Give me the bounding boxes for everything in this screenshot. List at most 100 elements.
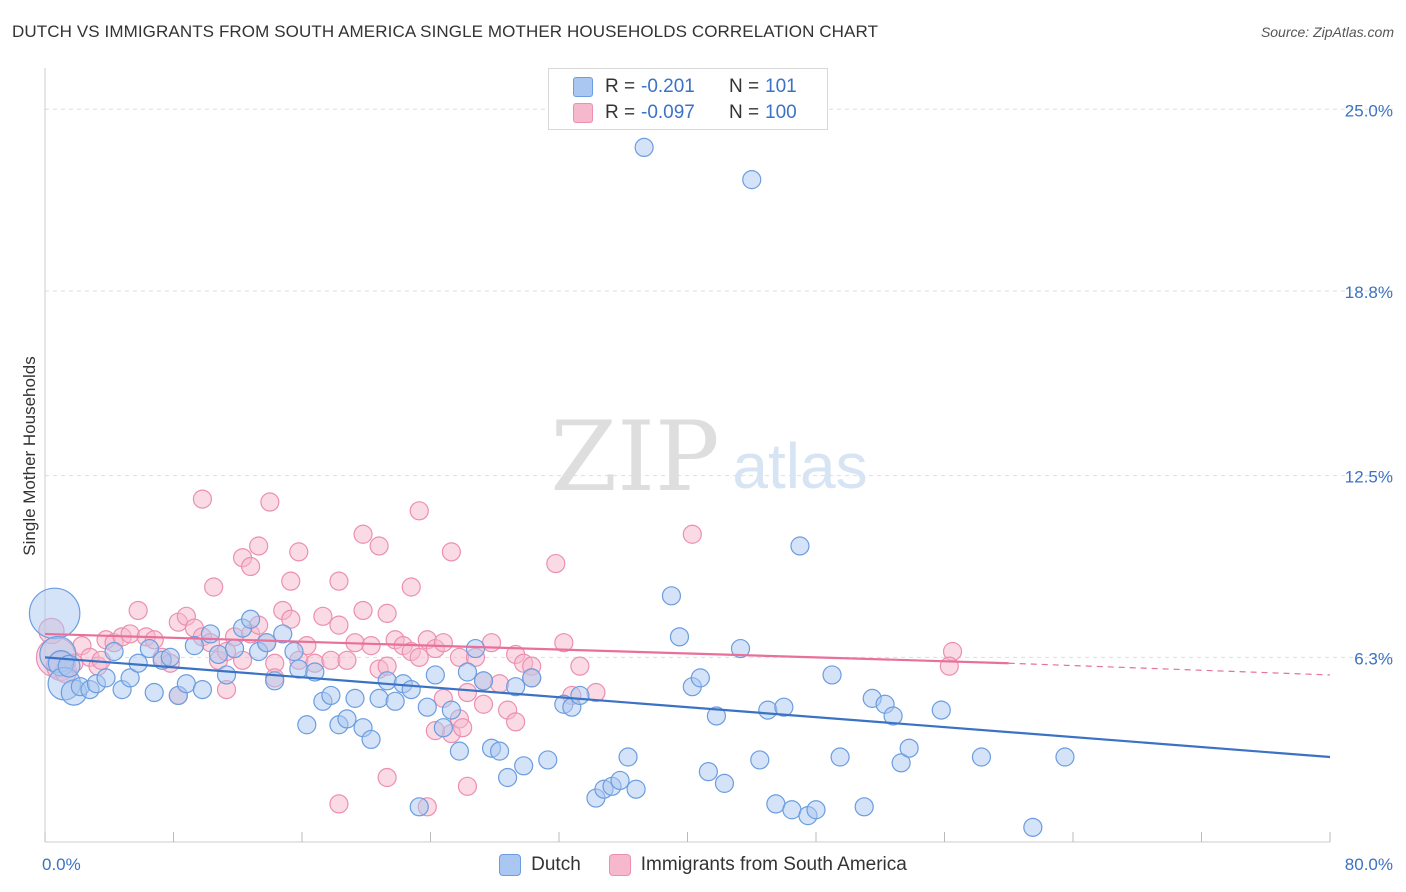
immigrants-point <box>329 615 349 635</box>
dutch-point <box>790 536 810 556</box>
immigrants-point <box>353 600 373 621</box>
dutch-point <box>96 668 116 688</box>
dutch-point <box>289 659 309 679</box>
immigrants-trend-extension <box>1008 662 1331 676</box>
x-tick-label-max: 80.0% <box>1345 855 1393 874</box>
source-label: Source: ZipAtlas.com <box>1260 24 1394 40</box>
dutch-point <box>192 679 213 700</box>
watermark-atlas: atlas <box>732 430 867 502</box>
immigrants-point <box>433 633 453 653</box>
y-tick-label: 12.5% <box>1345 468 1393 487</box>
tick-labels: 6.3% 12.5% 18.8% 25.0% 0.0% 80.0% <box>42 101 1393 874</box>
dutch-point <box>706 706 727 726</box>
dutch-point <box>782 800 802 820</box>
dutch-point <box>409 797 429 817</box>
dutch-point <box>224 638 245 659</box>
dutch-point <box>661 586 682 606</box>
immigrants-point <box>329 794 349 814</box>
immigrants-swatch <box>608 854 631 876</box>
dutch-point <box>216 665 237 685</box>
dutch-point <box>489 741 510 761</box>
legend-row-dutch: R = -0.201 N = 101 <box>573 75 797 99</box>
dutch-point <box>698 762 718 782</box>
legend-item-dutch[interactable]: Dutch <box>499 854 581 876</box>
legend-item-immigrants[interactable]: Immigrants from South America <box>608 854 907 876</box>
dutch-point <box>305 662 325 682</box>
immigrants-point <box>329 571 349 591</box>
dutch-points <box>28 137 1075 837</box>
dutch-point <box>361 729 381 750</box>
dutch-point <box>522 668 542 688</box>
dutch-point <box>766 794 786 814</box>
immigrants-point <box>289 542 309 562</box>
dutch-point <box>321 685 341 706</box>
immigrants-point <box>361 636 381 656</box>
dutch-point <box>104 641 124 662</box>
dutch-swatch <box>573 77 593 97</box>
watermark-zip: ZIP <box>550 401 719 513</box>
dutch-point <box>425 665 445 685</box>
dutch-point <box>830 747 850 767</box>
immigrants-point <box>554 633 574 653</box>
dutch-point <box>610 770 630 791</box>
dutch-point <box>931 700 951 720</box>
dutch-point <box>854 797 874 817</box>
dutch-point <box>634 137 654 158</box>
dutch-point <box>297 715 317 735</box>
dutch-point <box>369 688 389 708</box>
dutch-point <box>758 700 778 720</box>
dutch-point <box>883 706 903 726</box>
dutch-point <box>506 677 526 697</box>
dutch-point <box>457 662 478 682</box>
immigrants-point <box>204 577 224 597</box>
immigrants-point <box>457 776 478 796</box>
dutch-point <box>570 685 590 706</box>
immigrants-point <box>441 542 461 562</box>
dutch-point <box>669 627 690 647</box>
immigrants-point <box>481 633 502 653</box>
x-tick-label-min: 0.0% <box>42 855 81 874</box>
immigrants-point <box>260 492 280 512</box>
immigrants-point <box>409 647 429 667</box>
dutch-point <box>441 700 461 720</box>
dutch-point <box>899 738 919 758</box>
immigrants-point <box>249 536 269 556</box>
immigrants-point <box>377 603 397 624</box>
dutch-point <box>257 633 277 653</box>
immigrants-point <box>506 712 526 732</box>
dutch-point <box>618 747 638 767</box>
dutch-point <box>144 682 164 703</box>
immigrants-point <box>321 650 341 670</box>
dutch-point <box>806 800 826 820</box>
dutch-point <box>120 668 140 688</box>
dutch-point <box>714 773 735 793</box>
immigrants-point <box>546 553 566 574</box>
series-legend: Dutch Immigrants from South America <box>0 852 1406 878</box>
immigrants-point <box>409 501 429 521</box>
dutch-point <box>345 688 365 708</box>
dutch-point <box>1023 817 1043 837</box>
immigrants-point <box>401 577 421 597</box>
dutch-point <box>273 624 293 644</box>
n-label: N = <box>729 76 760 97</box>
dutch-point <box>449 741 470 761</box>
immigrants-point <box>369 536 389 556</box>
r-value: -0.201 <box>641 76 695 97</box>
r-label: R = <box>605 76 636 97</box>
legend-label-dutch: Dutch <box>531 854 581 875</box>
immigrants-point <box>353 524 373 544</box>
dutch-point <box>176 674 196 694</box>
immigrants-point <box>192 489 213 509</box>
dutch-point <box>971 747 992 767</box>
dutch-point <box>385 691 405 711</box>
dutch-point <box>473 671 494 691</box>
dutch-point <box>538 750 558 770</box>
legend-label-immigrants: Immigrants from South America <box>640 854 907 875</box>
watermark: ZIP atlas <box>550 401 867 513</box>
immigrants-point <box>570 656 590 676</box>
dutch-point <box>241 609 261 629</box>
n-label: N = <box>729 102 760 123</box>
immigrants-point <box>489 674 510 694</box>
dutch-point <box>742 170 762 190</box>
